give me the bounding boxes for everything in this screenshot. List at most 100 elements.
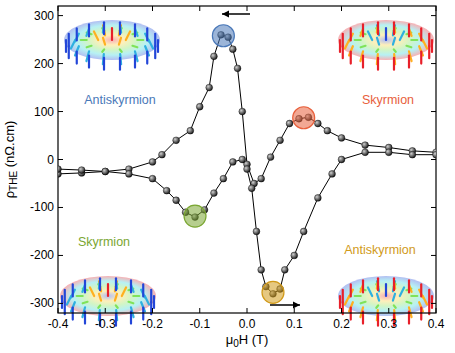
- spin-arrow: [102, 49, 104, 51]
- spin-arrow: [385, 284, 387, 296]
- data-point: [102, 168, 109, 175]
- spin-arrow: [99, 278, 101, 290]
- spin-arrow: [154, 46, 156, 58]
- spin-arrow: [362, 280, 364, 292]
- spin-arrow: [431, 40, 433, 52]
- y-tick: [431, 207, 436, 208]
- y-tick: [431, 15, 436, 16]
- data-point: [291, 252, 298, 259]
- spin-arrow: [115, 278, 117, 290]
- x-tick: [58, 308, 59, 313]
- data-group: [58, 25, 436, 304]
- x-tick-label: 0.0: [239, 317, 256, 331]
- annotation-label: Skyrmion: [362, 93, 414, 107]
- data-point: [362, 149, 369, 156]
- x-tick-label: -0.1: [189, 317, 210, 331]
- spin-arrow: [134, 56, 136, 68]
- spin-arrow: [377, 314, 379, 326]
- sweep-arrowhead: [222, 11, 229, 18]
- spin-arrow: [339, 296, 341, 308]
- data-point: [253, 228, 260, 235]
- y-tick-label: 100: [34, 105, 54, 119]
- spin-arrow: [393, 58, 395, 70]
- spin-arrow: [408, 56, 410, 68]
- spin-arrow: [350, 28, 352, 40]
- spin-arrow: [408, 280, 410, 292]
- x-tick-label: 0.4: [428, 317, 445, 331]
- data-point: [314, 120, 321, 127]
- spin-arrow: [137, 39, 143, 41]
- plot-frame: [58, 6, 436, 313]
- x-tick: [58, 6, 59, 11]
- y-tick: [431, 303, 436, 304]
- spin-arrow: [72, 284, 74, 296]
- x-tick: [294, 308, 295, 313]
- spin-texture-inset: [338, 20, 434, 70]
- spin-arrow: [428, 46, 430, 58]
- spin-arrow: [119, 38, 121, 45]
- y-tick-label: -200: [30, 248, 54, 262]
- spin-arrow: [99, 294, 101, 301]
- spin-arrow: [88, 56, 90, 68]
- spin-arrow: [368, 288, 372, 296]
- y-tick: [431, 111, 436, 112]
- highlight-circle: [212, 25, 234, 47]
- data-point: [102, 168, 109, 175]
- data-point: [338, 156, 345, 163]
- data-point: [244, 166, 251, 173]
- x-tick: [388, 308, 389, 313]
- y-tick: [431, 63, 436, 64]
- y-tick: [431, 159, 436, 160]
- chart: -0.4-0.3-0.2-0.10.00.10.20.30.4-300-200-…: [0, 0, 455, 353]
- spin-arrow: [420, 28, 422, 40]
- data-point: [163, 187, 170, 194]
- label-suffix: H (T): [239, 332, 269, 347]
- x-tick-label: -0.3: [95, 317, 116, 331]
- spin-arrow: [393, 22, 395, 34]
- spin-arrow: [400, 32, 404, 40]
- spin-arrow: [411, 39, 417, 41]
- spin-arrow: [94, 32, 98, 40]
- spin-arrow: [122, 288, 126, 296]
- spin-arrow: [377, 58, 379, 70]
- data-point: [267, 154, 274, 161]
- spin-arrow: [394, 49, 396, 51]
- spin-arrow: [406, 46, 411, 47]
- data-point: [409, 151, 416, 158]
- y-tick-label: -100: [30, 200, 54, 214]
- spin-arrow: [428, 34, 430, 46]
- spin-arrow: [132, 46, 137, 47]
- x-tick: [294, 6, 295, 11]
- data-point: [125, 170, 132, 177]
- y-tick-label: 0: [47, 153, 54, 167]
- spin-arrow: [64, 302, 66, 314]
- spin-arrow: [431, 296, 433, 308]
- spin-arrow: [84, 280, 86, 292]
- spin-arrow: [115, 294, 117, 301]
- spin-arrow: [68, 46, 70, 58]
- spin-arrow: [342, 290, 344, 302]
- spin-arrow: [393, 294, 395, 301]
- spin-arrow: [116, 305, 118, 307]
- annotation-label: Skyrmion: [78, 235, 130, 249]
- spin-arrow: [153, 296, 155, 308]
- label-suffix: (nΩ.cm): [2, 121, 17, 171]
- spin-arrow: [355, 295, 361, 297]
- x-tick-label: -0.4: [48, 317, 69, 331]
- spin-arrow: [81, 39, 87, 41]
- spin-arrow: [103, 22, 105, 34]
- spin-arrow: [376, 305, 378, 307]
- inset-disk: [338, 276, 434, 316]
- spin-arrow: [83, 302, 88, 303]
- spin-arrow: [393, 278, 395, 290]
- data-point: [159, 151, 166, 158]
- spin-arrow: [76, 28, 78, 40]
- spin-texture-inset: [64, 20, 160, 70]
- spin-arrow: [154, 34, 156, 46]
- spin-arrow: [411, 295, 417, 297]
- spin-arrow: [133, 295, 139, 297]
- highlight-circle: [293, 107, 315, 129]
- data-point: [433, 151, 436, 158]
- x-tick: [247, 6, 248, 11]
- spin-arrow: [350, 284, 352, 296]
